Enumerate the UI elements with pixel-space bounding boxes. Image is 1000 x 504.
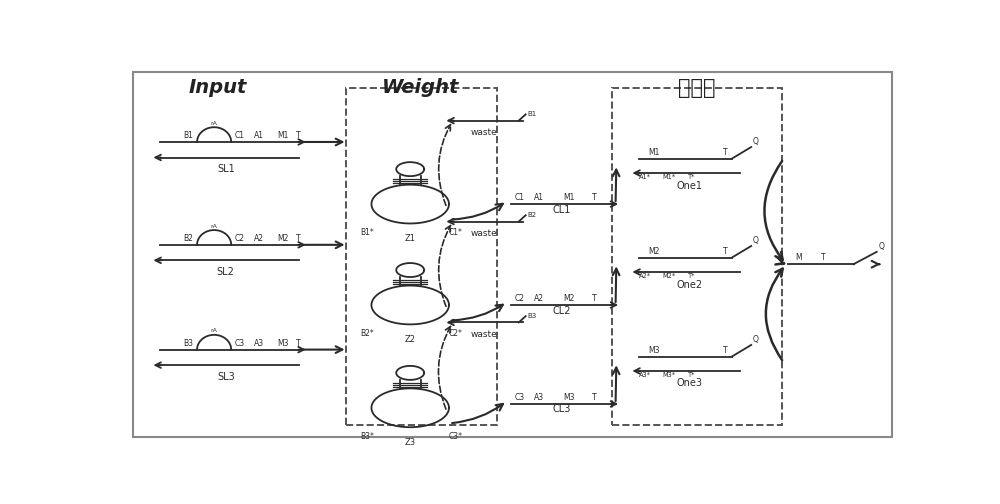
Text: Z2: Z2 [405, 335, 416, 344]
Text: A3: A3 [254, 339, 265, 348]
Text: waste: waste [470, 330, 497, 339]
Text: M3: M3 [564, 393, 575, 402]
Text: C1: C1 [235, 132, 245, 141]
Text: C1: C1 [515, 193, 525, 202]
Text: Q: Q [879, 242, 885, 251]
Text: Q: Q [753, 236, 759, 245]
Text: T: T [296, 234, 300, 243]
Text: Weight: Weight [382, 78, 460, 97]
Text: Q: Q [753, 137, 759, 146]
Text: C1*: C1* [448, 228, 462, 237]
Text: B1: B1 [527, 111, 536, 117]
Text: rA: rA [211, 223, 218, 228]
Text: C2: C2 [515, 294, 525, 303]
Text: M2: M2 [648, 246, 660, 256]
Text: T: T [723, 148, 727, 157]
Text: T*: T* [688, 174, 695, 180]
Text: CL1: CL1 [552, 205, 571, 215]
Text: M1*: M1* [662, 174, 675, 180]
Text: B2: B2 [183, 234, 193, 243]
Text: CL3: CL3 [552, 405, 571, 414]
Text: T: T [592, 393, 597, 402]
Text: T*: T* [688, 273, 695, 279]
Text: C2: C2 [235, 234, 245, 243]
Text: Z1: Z1 [405, 234, 416, 243]
Text: B3: B3 [183, 339, 193, 348]
Text: B2: B2 [527, 212, 536, 218]
Text: rA: rA [211, 120, 218, 125]
Text: T: T [296, 132, 300, 141]
Text: A1: A1 [254, 132, 264, 141]
Text: B3: B3 [527, 313, 536, 319]
Text: CL2: CL2 [552, 305, 571, 316]
Text: Q: Q [753, 335, 759, 344]
Text: A2: A2 [254, 234, 264, 243]
Text: M3*: M3* [662, 372, 675, 378]
Text: A1: A1 [534, 193, 544, 202]
Text: T: T [296, 339, 300, 348]
Text: M3: M3 [648, 346, 660, 355]
Text: A2: A2 [534, 294, 544, 303]
Text: T: T [723, 246, 727, 256]
Text: T: T [723, 346, 727, 355]
Text: A3*: A3* [639, 372, 651, 378]
Text: waste: waste [470, 229, 497, 238]
Text: Input: Input [189, 78, 247, 97]
Bar [346, 88, 497, 425]
Text: T*: T* [688, 372, 695, 378]
Text: B3*: B3* [361, 432, 375, 441]
Text: M1: M1 [278, 132, 289, 141]
Text: C3: C3 [515, 393, 525, 402]
Text: One1: One1 [676, 180, 702, 191]
Text: SL3: SL3 [217, 372, 235, 382]
Text: T: T [592, 193, 597, 202]
Text: T: T [592, 294, 597, 303]
Text: A1*: A1* [639, 174, 651, 180]
Text: A3: A3 [534, 393, 544, 402]
Text: A2*: A2* [639, 273, 651, 279]
Text: M2: M2 [564, 294, 575, 303]
Text: T: T [821, 254, 826, 262]
Text: B1*: B1* [361, 228, 374, 237]
Text: M1: M1 [564, 193, 575, 202]
Text: One2: One2 [676, 280, 702, 289]
Text: B1: B1 [183, 132, 193, 141]
Text: SL1: SL1 [217, 164, 235, 174]
Text: Z3: Z3 [405, 437, 416, 447]
Text: M1: M1 [648, 148, 660, 157]
Text: M2: M2 [278, 234, 289, 243]
Text: M2*: M2* [662, 273, 675, 279]
Text: M: M [795, 254, 802, 262]
Text: SL2: SL2 [217, 267, 235, 277]
Text: 归一化: 归一化 [678, 78, 716, 98]
Text: One3: One3 [676, 379, 702, 389]
Bar [612, 88, 782, 425]
Text: waste: waste [470, 129, 497, 138]
Text: C3: C3 [235, 339, 245, 348]
Text: C2*: C2* [448, 329, 462, 338]
Text: B2*: B2* [361, 329, 374, 338]
Text: M3: M3 [278, 339, 289, 348]
Text: rA: rA [211, 328, 218, 333]
Text: C3*: C3* [448, 432, 462, 441]
